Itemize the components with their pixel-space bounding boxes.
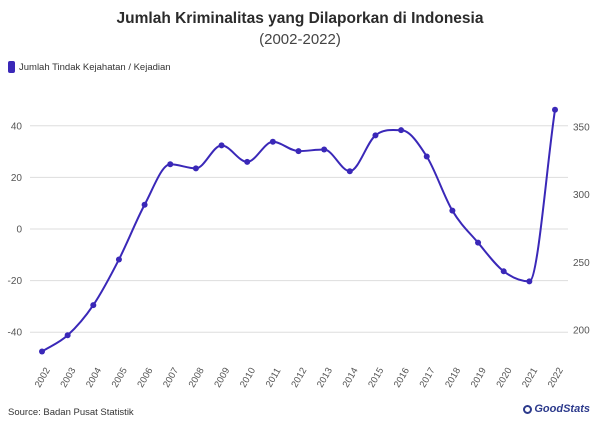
data-point <box>552 106 558 113</box>
right-tick-label: 200 <box>573 326 590 337</box>
x-tick-label: 2003 <box>58 366 78 390</box>
x-tick-label: 2006 <box>135 366 155 390</box>
x-tick-label: 2022 <box>546 366 566 390</box>
brand-name: GoodStats <box>534 403 590 415</box>
data-point <box>449 207 456 214</box>
left-tick-label: -40 <box>8 328 23 339</box>
x-tick-label: 2019 <box>469 366 489 390</box>
left-axis: 40 20 0 -20 -40 <box>8 121 23 338</box>
series-line <box>41 109 556 353</box>
legend-swatch <box>8 61 15 73</box>
brand-mark-icon <box>523 404 533 414</box>
left-tick-label: -20 <box>8 276 23 287</box>
x-tick-label: 2016 <box>392 366 412 390</box>
data-point <box>90 302 97 309</box>
x-tick-label: 2010 <box>238 366 258 390</box>
data-point <box>526 278 533 285</box>
data-point <box>398 127 405 134</box>
x-tick-label: 2017 <box>418 366 438 390</box>
chart-subtitle: (2002-2022) <box>259 31 341 48</box>
right-tick-label: 350 <box>573 123 590 134</box>
x-tick-label: 2021 <box>520 366 540 390</box>
right-axis: 350 300 250 200 <box>573 123 590 337</box>
data-point <box>269 138 276 145</box>
data-point <box>423 153 430 160</box>
source-note: Source: Badan Pusat Statistik <box>8 407 134 418</box>
x-tick-label: 2011 <box>264 366 284 389</box>
x-tick-label: 2020 <box>494 366 514 390</box>
data-point <box>321 146 328 153</box>
left-tick-label: 40 <box>11 121 23 132</box>
x-tick-label: 2005 <box>110 366 130 390</box>
right-tick-label: 300 <box>573 190 590 201</box>
x-tick-label: 2018 <box>443 366 463 390</box>
data-point <box>295 148 302 155</box>
x-axis: 2002 2003 2004 2005 2006 2007 2008 2009 2010 2011… <box>33 366 566 390</box>
data-point <box>372 132 379 139</box>
data-point <box>244 158 251 165</box>
chart-legend[interactable]: Jumlah Tindak Kejahatan / Kejadian <box>8 61 171 73</box>
data-point <box>218 142 225 149</box>
x-tick-label: 2015 <box>366 366 386 390</box>
data-point <box>346 168 353 175</box>
brand-logo: GoodStats <box>523 403 590 415</box>
data-point <box>192 165 199 172</box>
x-tick-label: 2012 <box>289 366 309 390</box>
x-tick-label: 2002 <box>33 366 53 390</box>
left-tick-label: 0 <box>16 225 22 236</box>
data-point <box>475 239 482 246</box>
x-tick-label: 2013 <box>315 366 335 390</box>
x-tick-label: 2004 <box>84 366 104 390</box>
data-point <box>141 201 148 208</box>
chart-title: Jumlah Kriminalitas yang Dilaporkan di I… <box>116 10 484 27</box>
data-points <box>39 106 558 355</box>
left-tick-label: 20 <box>11 173 23 184</box>
data-point <box>115 256 122 263</box>
x-tick-label: 2009 <box>212 366 232 390</box>
right-tick-label: 250 <box>573 258 590 269</box>
x-tick-label: 2014 <box>341 366 361 390</box>
x-tick-label: 2008 <box>187 366 207 390</box>
grid-layer <box>30 125 568 333</box>
data-point <box>500 268 507 275</box>
legend-label: Jumlah Tindak Kejahatan / Kejadian <box>19 61 171 73</box>
data-point <box>39 348 45 355</box>
data-point <box>167 161 174 168</box>
data-point <box>64 332 71 339</box>
x-tick-label: 2007 <box>161 366 181 390</box>
